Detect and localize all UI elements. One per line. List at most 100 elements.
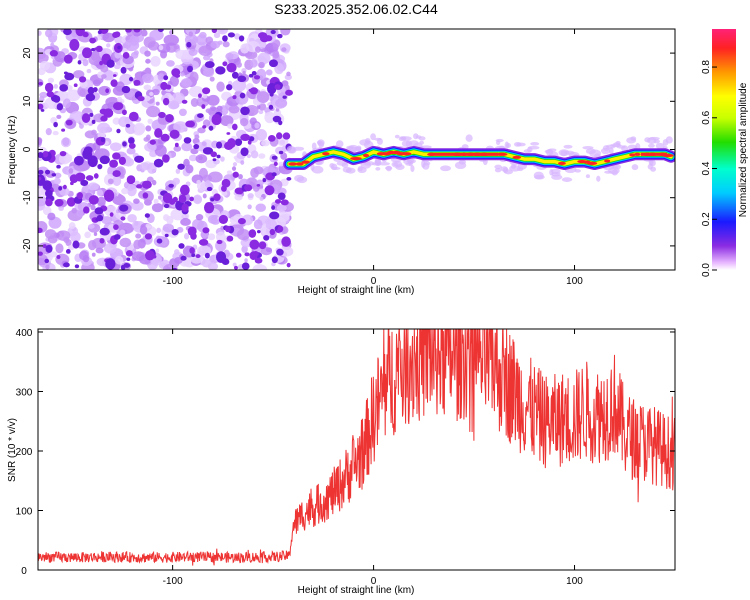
noise-blob-strong (286, 176, 292, 181)
noise-blob-strong (160, 133, 170, 142)
noise-blob-strong (178, 243, 185, 249)
noise-blob (45, 264, 50, 270)
noise-blob-strong (77, 60, 82, 65)
noise-blob (219, 29, 225, 33)
noise-blob-strong (244, 252, 250, 257)
noise-blob-strong (100, 115, 108, 122)
noise-blob-strong (276, 132, 283, 140)
noise-blob-strong (197, 93, 202, 98)
noise-blob-strong (121, 85, 131, 94)
noise-blob (141, 73, 154, 84)
noise-blob-strong (126, 257, 131, 261)
spectrogram-ytick-label: 10 (22, 95, 33, 107)
noise-blob-strong (149, 139, 156, 145)
noise-blob-strong (121, 109, 127, 116)
noise-blob-strong (233, 265, 238, 270)
noise-blob-strong (128, 111, 139, 122)
colorbar-gradient (712, 29, 736, 270)
snr-series-line (38, 329, 675, 566)
track-halo (527, 146, 533, 153)
noise-blob-strong (59, 150, 67, 157)
noise-blob-strong (256, 230, 261, 234)
noise-blob (258, 61, 265, 69)
noise-blob (256, 91, 270, 103)
track-halo (631, 164, 639, 171)
noise-blob (145, 223, 152, 229)
noise-blob (42, 206, 52, 216)
track-halo (399, 136, 407, 140)
noise-blob (172, 177, 180, 185)
noise-blob (114, 35, 124, 45)
noise-blob-strong (222, 61, 228, 67)
track-halo (294, 174, 305, 182)
noise-blob (188, 31, 194, 37)
track-halo (454, 161, 467, 170)
noise-blob (207, 233, 216, 241)
track-halo (551, 172, 561, 177)
noise-blob (207, 214, 219, 224)
noise-blob (38, 195, 48, 207)
noise-blob (157, 195, 162, 200)
noise-blob (193, 195, 202, 204)
noise-blob (242, 70, 246, 75)
noise-blob (113, 64, 121, 70)
noise-blob (145, 58, 151, 64)
noise-blob-strong (171, 68, 181, 77)
noise-blob-strong (49, 50, 59, 57)
noise-blob-strong (215, 66, 226, 75)
noise-blob-strong (269, 211, 280, 220)
noise-blob-strong (125, 250, 133, 257)
noise-blob (63, 153, 73, 163)
snr-ticks: -100 0 100 400 300 200 100 0 (16, 328, 675, 587)
noise-blob (199, 31, 207, 39)
noise-blob-strong (53, 121, 58, 128)
noise-blob-strong (211, 29, 218, 34)
noise-blob (92, 79, 101, 87)
noise-blob (265, 219, 278, 232)
noise-blob (66, 89, 81, 102)
noise-blob (62, 98, 71, 109)
noise-blob (205, 36, 214, 45)
snr-panel: -100 0 100 400 300 200 100 0 Height of straight… (7, 328, 676, 596)
noise-blob-strong (189, 247, 195, 254)
noise-blob-strong (74, 155, 84, 166)
noise-blob-strong (202, 125, 207, 129)
noise-blob (219, 115, 234, 127)
noise-blob-strong (169, 129, 180, 139)
noise-blob (102, 32, 115, 43)
noise-blob-strong (254, 257, 263, 264)
noise-blob (232, 262, 237, 267)
noise-blob-strong (61, 128, 66, 132)
noise-blob-strong (38, 227, 43, 234)
noise-blob-strong (201, 104, 206, 109)
noise-blob (272, 39, 281, 48)
spectrogram-ylabel: Frequency (Hz) (7, 116, 18, 185)
track-halo (585, 174, 590, 179)
noise-blob-strong (42, 244, 47, 249)
noise-blob-strong (162, 154, 170, 163)
noise-blob-strong (75, 172, 86, 182)
track-halo (342, 166, 352, 173)
noise-blob-strong (109, 212, 114, 217)
noise-blob-strong (232, 171, 239, 178)
track-halo (600, 147, 611, 155)
noise-blob-strong (165, 84, 172, 90)
noise-blob-strong (251, 70, 257, 76)
noise-blob-strong (116, 128, 121, 134)
noise-blob-strong (227, 138, 236, 149)
noise-blob (156, 227, 162, 234)
noise-blob-strong (44, 258, 50, 264)
noise-blob-strong (226, 62, 237, 73)
noise-blob-strong (273, 161, 278, 166)
noise-blob-strong (181, 203, 189, 213)
noise-blob (58, 206, 64, 211)
track-halo (355, 147, 362, 152)
noise-blob-strong (59, 84, 69, 92)
noise-blob (190, 97, 199, 107)
track-halo (370, 133, 376, 141)
noise-blob-strong (195, 254, 201, 259)
track-peak (301, 160, 310, 164)
noise-blob (255, 46, 261, 53)
noise-blob-strong (264, 185, 275, 196)
noise-blob (91, 252, 96, 257)
